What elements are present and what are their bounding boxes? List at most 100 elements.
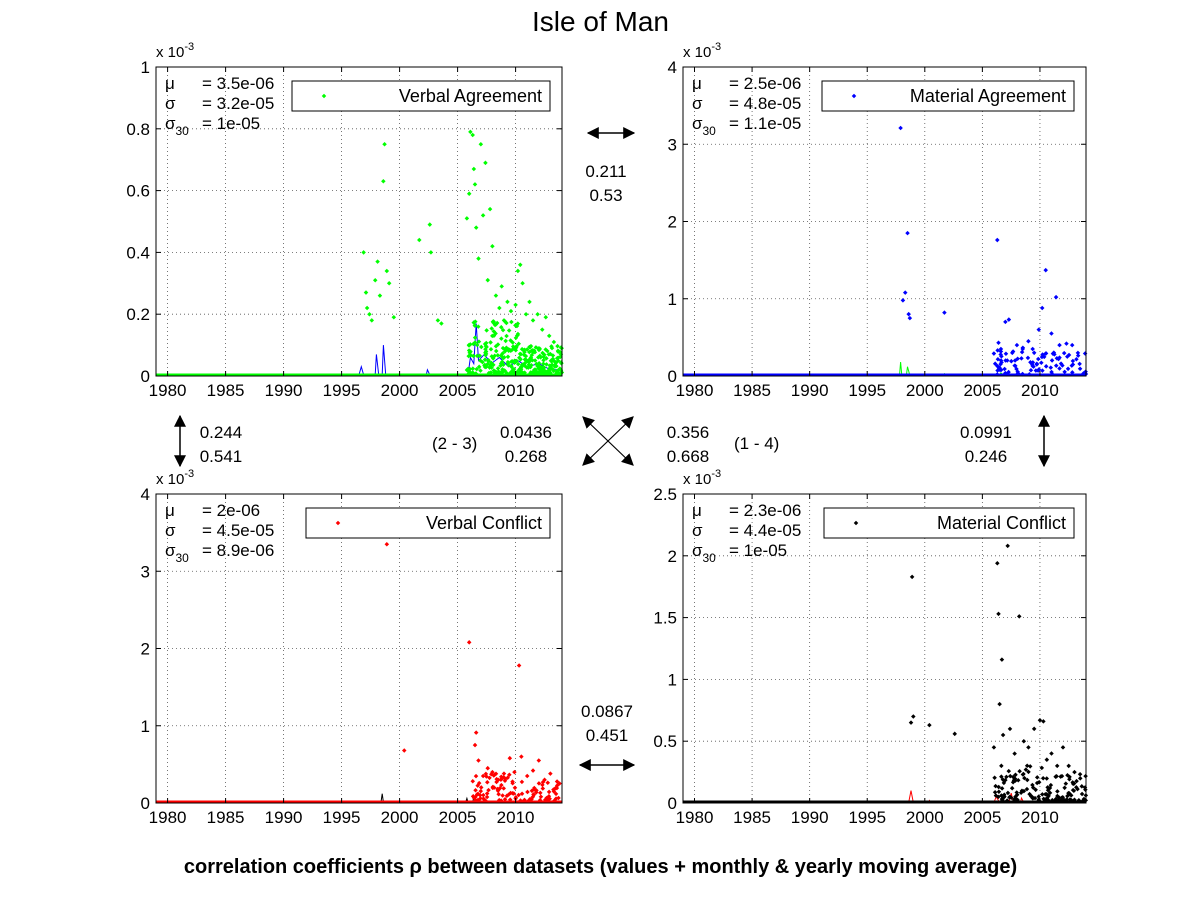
chart-panel-2: 1980 1985 1990 1995 2000 2005 2010 0 1 2 3 4 x 10-3 μ…	[668, 41, 1089, 400]
data-point	[372, 277, 378, 283]
data-point	[551, 339, 557, 345]
data-point	[473, 730, 479, 735]
data-point	[544, 362, 549, 367]
data-point	[1000, 777, 1006, 782]
data-point	[465, 366, 471, 372]
data-point	[493, 348, 499, 354]
data-point	[503, 338, 508, 344]
data-point	[1044, 757, 1050, 762]
data-point	[494, 779, 499, 785]
data-point	[1072, 769, 1077, 775]
data-point	[538, 371, 543, 376]
data-point	[468, 349, 473, 354]
data-point	[1003, 351, 1009, 356]
stat-mu-symbol: μ	[165, 501, 175, 520]
data-point	[377, 293, 383, 298]
data-point	[505, 775, 510, 780]
y-tick-label: 0.4	[126, 243, 150, 262]
stat-sigma30-subscript: 30	[703, 124, 717, 138]
data-point	[544, 356, 549, 361]
data-point	[550, 367, 556, 372]
data-point	[1044, 776, 1050, 781]
corr-monthly: 0.0436	[500, 423, 552, 442]
data-point	[482, 357, 488, 362]
data-point	[1064, 797, 1070, 802]
data-point	[496, 797, 502, 803]
legend: Verbal Agreement	[291, 80, 551, 112]
data-point	[545, 780, 551, 786]
x-tick-label: 2005	[963, 381, 1001, 400]
tick-labels: 1980 1985 1990 1995 2000 2005 2010 0 0.2 0.4 0.6 0.…	[126, 58, 534, 400]
x-tick-label: 1980	[676, 381, 714, 400]
data-point	[510, 340, 515, 345]
data-point	[468, 371, 474, 376]
data-point	[478, 785, 484, 790]
data-point	[501, 786, 506, 791]
data-point	[500, 793, 505, 798]
y-tick-label: 0.8	[126, 120, 150, 139]
data-point	[998, 346, 1004, 352]
data-point	[363, 290, 369, 295]
data-point	[998, 352, 1003, 357]
data-point	[555, 349, 561, 355]
data-point	[1070, 358, 1076, 364]
data-point	[524, 365, 530, 370]
data-point	[1075, 786, 1080, 792]
data-point	[522, 370, 527, 375]
data-point	[1055, 789, 1060, 794]
data-point	[492, 322, 498, 328]
data-point	[1053, 294, 1059, 300]
data-point	[1074, 778, 1079, 784]
data-point	[484, 328, 489, 333]
stat-sigma30-value: = 1e-05	[202, 114, 260, 133]
data-point	[499, 370, 505, 376]
data-point	[995, 237, 1000, 243]
data-point	[435, 318, 441, 323]
y-exponent-power: -3	[711, 41, 721, 53]
data-point	[547, 363, 553, 368]
data-point	[515, 268, 521, 274]
data-point	[1069, 363, 1075, 368]
corr-monthly: 0.0991	[960, 423, 1012, 442]
data-point	[470, 132, 475, 138]
data-point	[530, 370, 535, 375]
stat-mu-symbol: μ	[692, 74, 702, 93]
data-point	[1007, 726, 1013, 732]
data-point	[530, 768, 536, 773]
x-tick-label: 1985	[207, 381, 245, 400]
data-point	[1010, 774, 1016, 780]
y-exponent-power: -3	[711, 468, 721, 480]
y-tick-label: 2	[668, 213, 677, 232]
data-point	[504, 793, 510, 799]
y-tick-label: 0.2	[126, 305, 150, 324]
x-tick-label: 1995	[323, 808, 361, 827]
data-point	[428, 250, 434, 255]
data-point	[517, 262, 523, 268]
data-point	[473, 787, 478, 793]
data-point	[513, 794, 519, 800]
data-point	[495, 370, 501, 376]
data-point	[472, 323, 478, 328]
data-point	[502, 796, 508, 802]
arrow-diagonal-2-3	[582, 416, 634, 466]
y-tick-label: 1	[668, 290, 677, 309]
corr-3-4: 0.0867 0.451	[572, 700, 642, 748]
data-point	[1014, 342, 1020, 348]
data-point	[994, 372, 1000, 377]
data-point	[1024, 763, 1030, 769]
data-point	[475, 324, 481, 329]
data-point	[1040, 368, 1045, 373]
stat-sigma30-value: = 1.1e-05	[729, 114, 801, 133]
corr-2-4: 0.0991 0.246	[954, 421, 1018, 469]
data-point	[1054, 763, 1060, 769]
data-point	[474, 353, 480, 359]
data-point	[530, 318, 536, 323]
tick-labels: 1980 1985 1990 1995 2000 2005 2010 0 1 2 3 4	[141, 485, 535, 827]
data-point	[367, 311, 372, 317]
data-point	[1063, 781, 1069, 786]
stat-sigma-symbol: σ	[692, 521, 703, 540]
x-tick-label: 1995	[323, 381, 361, 400]
stat-sigma-symbol: σ	[165, 94, 176, 113]
